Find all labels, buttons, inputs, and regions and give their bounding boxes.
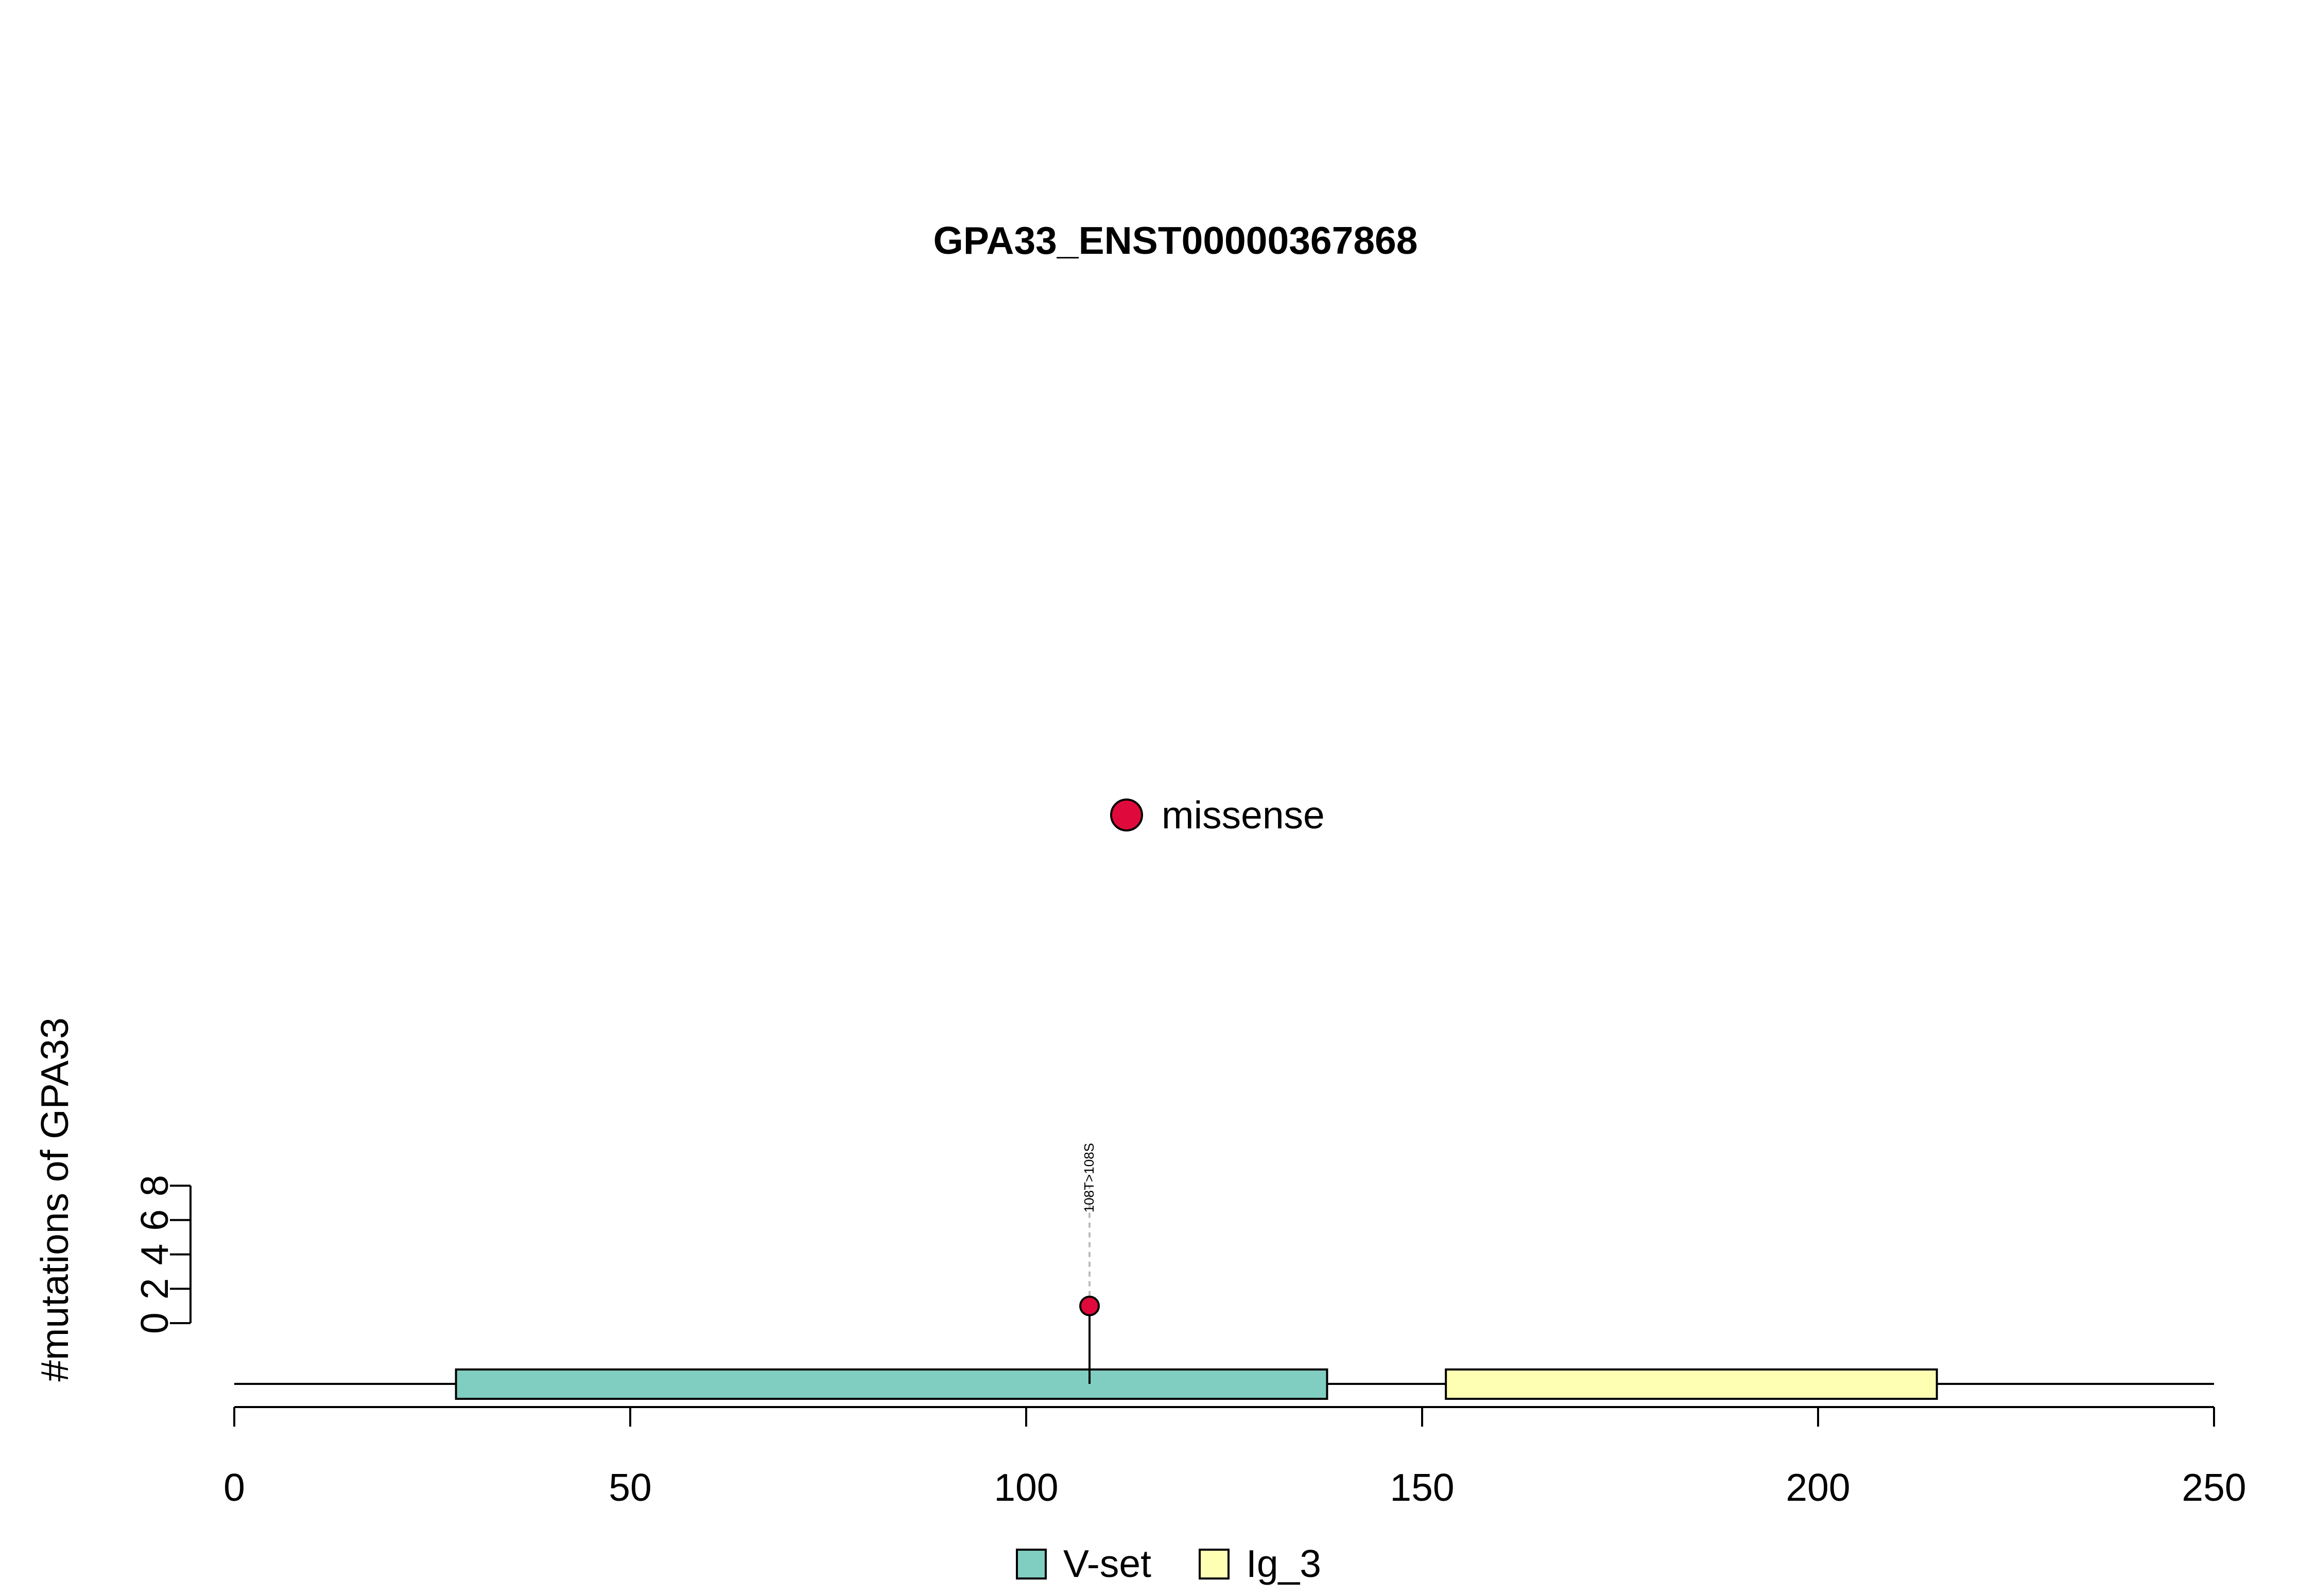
legend-label-Ig_3: Ig_3 [1246,1542,1321,1585]
mutation-type-legend: missense [1110,793,1325,837]
x-tick-label-250: 250 [2182,1466,2246,1509]
legend-marker-missense [1110,799,1143,831]
lollipop-head [1079,1295,1100,1316]
x-tick-label-100: 100 [994,1466,1058,1509]
x-tick-label-150: 150 [1390,1466,1454,1509]
x-axis: 0 50 100 150 200 250 [223,1406,2246,1509]
domain-V-set [455,1368,1328,1400]
y-tick-label-0: 0 [133,1312,176,1334]
x-tick-label-50: 50 [609,1466,651,1509]
legend-label-missense: missense [1162,793,1325,837]
x-tick-label-0: 0 [223,1466,245,1509]
y-axis: 0 2 4 6 8 [133,1175,192,1334]
legend-swatch-V-set [1016,1549,1047,1580]
protein-domains [455,1368,1938,1400]
chart-title: GPA33_ENST00000367868 [933,219,1418,262]
domain-legend: V-set Ig_3 [1016,1542,1321,1585]
y-tick-label-8: 8 [133,1175,176,1196]
y-tick-label-6: 6 [133,1209,176,1231]
x-tick-label-200: 200 [1786,1466,1850,1509]
legend-label-V-set: V-set [1063,1542,1151,1585]
y-tick-label-4: 4 [133,1244,176,1265]
y-tick-label-2: 2 [133,1278,176,1299]
mutation-lollipops: 108T>108S [1079,1143,1100,1384]
mutation-label: 108T>108S [1081,1143,1097,1212]
legend-swatch-Ig_3 [1199,1549,1230,1580]
domain-Ig_3 [1445,1368,1938,1400]
y-axis-title: #mutations of GPA33 [33,1017,76,1381]
